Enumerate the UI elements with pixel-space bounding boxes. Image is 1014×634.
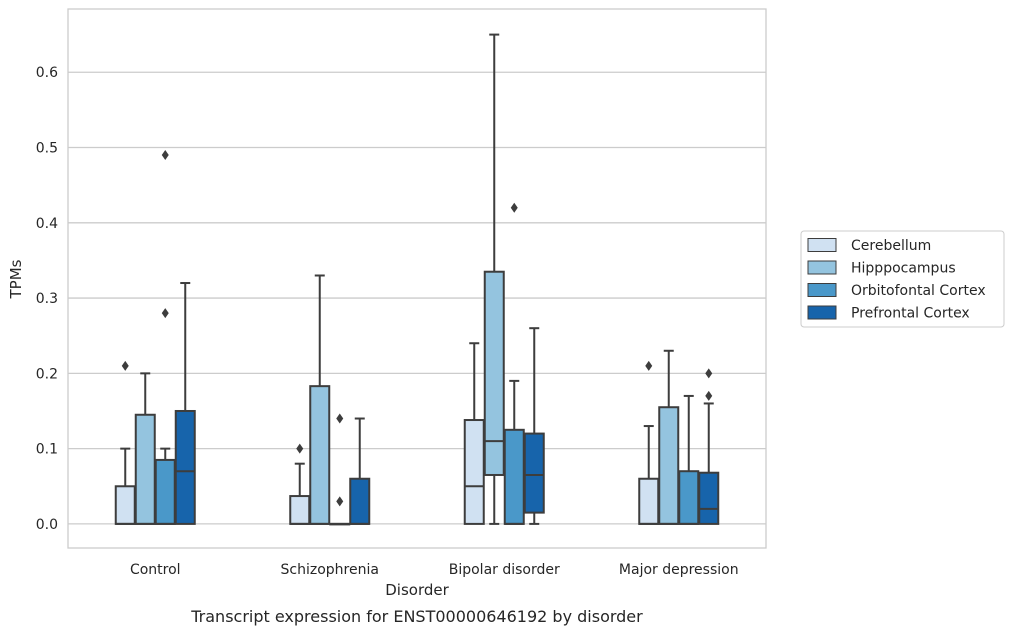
outlier-point bbox=[705, 368, 713, 379]
legend-swatch bbox=[807, 283, 837, 297]
box-body bbox=[309, 385, 331, 525]
box-body bbox=[638, 477, 660, 525]
y-tick-label: 0.5 bbox=[36, 141, 58, 157]
box-group bbox=[463, 342, 485, 525]
legend-label: Hipppocampus bbox=[851, 261, 956, 277]
box-body bbox=[698, 471, 720, 525]
box-group bbox=[154, 150, 176, 525]
x-tick-label: Major depression bbox=[619, 562, 739, 578]
box-body bbox=[349, 477, 371, 525]
box-group bbox=[174, 282, 196, 525]
box-body bbox=[154, 458, 176, 525]
y-tick-label: 0.2 bbox=[36, 366, 58, 382]
x-tick-label: Schizophrenia bbox=[281, 562, 379, 578]
outlier-point bbox=[336, 496, 344, 507]
outlier-point bbox=[336, 413, 344, 424]
box-body bbox=[503, 428, 525, 525]
y-tick-label: 0.3 bbox=[36, 291, 58, 307]
box-body bbox=[463, 419, 485, 525]
legend-label: Orbitofontal Cortex bbox=[851, 283, 986, 299]
boxes bbox=[114, 33, 720, 526]
box-body bbox=[523, 432, 545, 514]
y-axis-label: TPMs bbox=[7, 259, 25, 299]
y-tick-label: 0.0 bbox=[36, 517, 58, 533]
box-group bbox=[523, 327, 545, 525]
y-axis-ticks: 0.0 0.1 0.2 0.3 0.4 0.5 0.6 bbox=[36, 65, 58, 533]
box-body bbox=[289, 495, 311, 525]
box-body bbox=[134, 413, 156, 525]
y-tick-label: 0.4 bbox=[36, 216, 58, 232]
outlier-point bbox=[645, 360, 653, 371]
plot-area-frame bbox=[67, 8, 767, 549]
legend-swatch bbox=[807, 238, 837, 252]
box-body bbox=[678, 470, 700, 525]
box-group bbox=[483, 33, 505, 525]
box-body bbox=[658, 406, 680, 525]
outlier-point bbox=[510, 202, 518, 213]
box-group bbox=[114, 360, 136, 525]
figure-caption: Transcript expression for ENST0000064619… bbox=[190, 607, 643, 626]
x-axis-label: Disorder bbox=[385, 581, 449, 599]
box-body bbox=[114, 485, 136, 525]
box-group bbox=[349, 417, 371, 525]
x-tick-label: Control bbox=[130, 562, 181, 578]
legend-frame bbox=[800, 230, 1005, 328]
outlier-point bbox=[296, 443, 304, 454]
y-tick-label: 0.6 bbox=[36, 65, 58, 81]
legend-label: Prefrontal Cortex bbox=[851, 306, 970, 322]
outlier-point bbox=[705, 390, 713, 401]
box-group bbox=[658, 349, 680, 525]
box-group bbox=[503, 202, 525, 525]
box-group bbox=[698, 368, 720, 525]
box-group bbox=[289, 443, 311, 525]
box-body bbox=[483, 270, 505, 476]
box-group bbox=[678, 394, 700, 525]
legend-swatch bbox=[807, 305, 837, 320]
outlier-point bbox=[121, 360, 129, 371]
outlier-point bbox=[161, 150, 169, 161]
box-body bbox=[174, 409, 196, 525]
box-group bbox=[134, 372, 156, 525]
x-tick-label: Bipolar disorder bbox=[449, 562, 560, 578]
y-tick-label: 0.1 bbox=[36, 442, 58, 458]
box-group bbox=[638, 360, 660, 525]
legend-label: Cerebellum bbox=[851, 238, 931, 254]
box-group bbox=[329, 413, 351, 526]
outlier-point bbox=[161, 308, 169, 319]
legend-swatch bbox=[807, 260, 837, 275]
legend: Cerebellum Hipppocampus Orbitofontal Corte… bbox=[800, 230, 1005, 328]
x-axis-ticks: Control Schizophrenia Bipolar disorder Majo… bbox=[130, 562, 739, 578]
box-group bbox=[309, 274, 331, 525]
